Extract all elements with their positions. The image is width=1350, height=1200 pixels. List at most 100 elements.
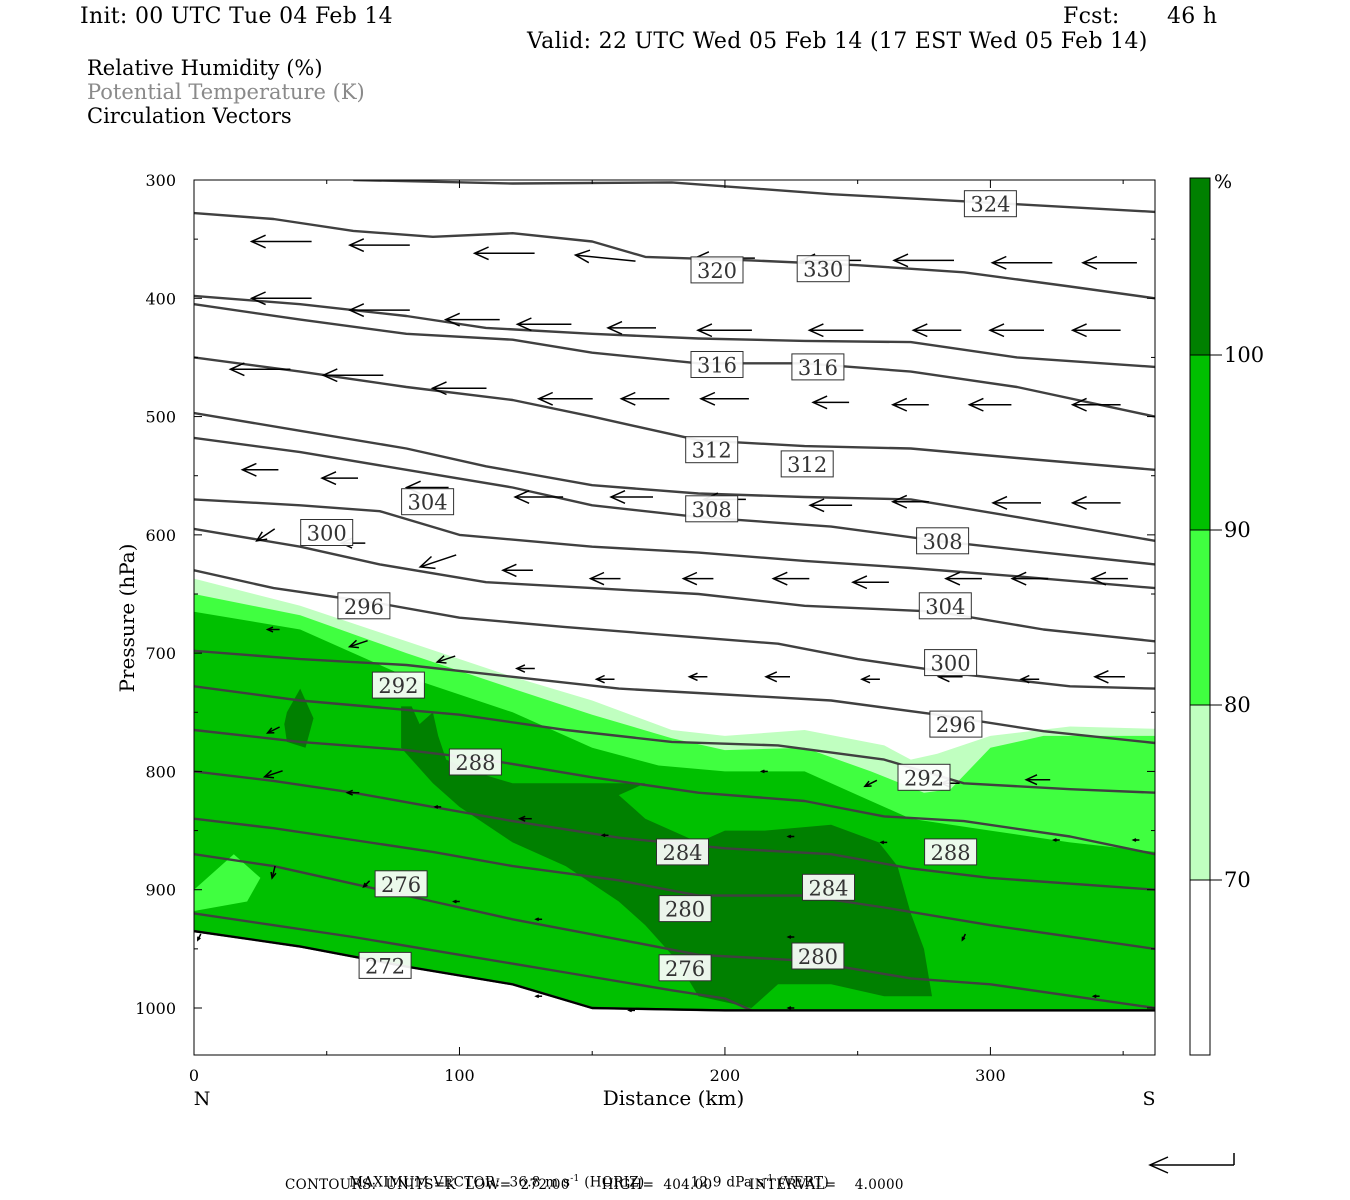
vector-head xyxy=(619,391,636,406)
contour-label: 308 xyxy=(916,527,970,555)
x-tick-label: 200 xyxy=(710,1066,741,1085)
isentrope-336 xyxy=(194,211,1155,300)
circulation-vector xyxy=(890,397,929,412)
vector-head xyxy=(262,769,275,779)
vector-head xyxy=(588,571,605,586)
contour-label-box xyxy=(780,450,834,478)
vector-shaft xyxy=(864,779,878,787)
circulation-vector xyxy=(967,397,1012,412)
isentrope-328 xyxy=(194,303,1155,418)
circulation-vector xyxy=(764,671,790,683)
legend-potential-temperature: Potential Temperature (K) xyxy=(87,80,365,104)
contour-label-box xyxy=(685,436,739,464)
vector-head xyxy=(534,917,540,922)
colorbar-segment xyxy=(1189,529,1211,706)
vector-head xyxy=(347,303,365,318)
circulation-vector xyxy=(265,726,280,734)
vector-head xyxy=(430,381,447,396)
vector-shaft xyxy=(256,528,276,542)
vector-head xyxy=(594,674,605,684)
contour-labels: 324 320 330 316 316 312 312 304 308 300 308 304 296 3… xyxy=(300,190,1017,982)
vert-tag: (VERT) xyxy=(778,1174,830,1191)
vector-head xyxy=(1070,397,1087,412)
circulation-vector xyxy=(588,571,621,586)
contour-label-box xyxy=(929,710,983,738)
vector-shaft xyxy=(271,865,276,879)
vector-head xyxy=(699,391,716,406)
contour-label-box xyxy=(791,942,845,970)
vector-head xyxy=(1070,495,1087,510)
contour-label: 296 xyxy=(337,592,391,620)
circulation-vector xyxy=(851,575,889,590)
isentrope-296 xyxy=(194,685,1155,794)
max-vector-vert: 12.9 dPa s xyxy=(690,1174,765,1191)
x-tick-label: 100 xyxy=(444,1066,475,1085)
circulation-vector xyxy=(430,381,487,396)
circulation-vector xyxy=(262,769,283,779)
circulation-vector xyxy=(786,1006,795,1010)
contour-label-box xyxy=(916,527,970,555)
vector-head xyxy=(347,238,365,253)
circulation-vector xyxy=(240,462,279,477)
vector-head xyxy=(1091,994,1097,999)
vector-head xyxy=(472,246,489,261)
vector-head xyxy=(418,555,436,570)
circulation-vector xyxy=(681,571,714,586)
contour-label-text: 304 xyxy=(408,491,448,515)
vector-head xyxy=(249,234,266,249)
circulation-vector xyxy=(988,323,1044,338)
contour-label-box xyxy=(924,649,978,677)
contour-label-box xyxy=(300,519,354,546)
circulation-vector xyxy=(435,655,456,664)
legend-relative-humidity: Relative Humidity (%) xyxy=(87,56,323,80)
contour-label-text: 276 xyxy=(381,873,421,897)
vector-head xyxy=(990,255,1007,270)
vector-head xyxy=(890,397,908,412)
circulation-vectors xyxy=(197,234,1140,1013)
ground-line xyxy=(193,930,1155,1012)
contour-label-box xyxy=(690,256,744,284)
vector-head xyxy=(347,639,359,649)
contour-label-box xyxy=(791,353,845,381)
circulation-vector xyxy=(687,672,708,682)
contour-label-text: 280 xyxy=(798,945,838,969)
contour-label: 292 xyxy=(897,763,951,791)
circulation-vector xyxy=(879,840,888,845)
vector-head xyxy=(443,312,461,327)
contour-label-box xyxy=(924,838,978,866)
circulation-vector xyxy=(696,323,752,338)
contour-label-box xyxy=(685,495,739,523)
isentrope-308 xyxy=(194,527,1155,643)
y-tick-label: 600 xyxy=(145,526,176,545)
circulation-vector xyxy=(472,246,535,261)
vector-head xyxy=(1051,838,1057,842)
y-axis-title: Pressure (hPa) xyxy=(115,544,139,693)
colorbar-unit: % xyxy=(1214,171,1232,193)
vector-head xyxy=(514,664,526,673)
contour-label: 280 xyxy=(791,942,845,970)
vector-head xyxy=(1024,774,1038,786)
vector-head xyxy=(265,626,274,633)
circulation-vector xyxy=(1010,571,1049,586)
isentrope-276 xyxy=(194,912,752,1012)
colorbar: 70 80 90 100% xyxy=(1189,171,1264,1056)
vector-head xyxy=(534,994,540,999)
vector-head xyxy=(600,833,606,838)
x-axis-title: Distance (km) xyxy=(603,1086,745,1110)
vector-head xyxy=(786,1006,792,1010)
circulation-vector xyxy=(573,249,636,264)
contours-info: CONTOURS: UNITS=K LOW= 272.00 HIGH= 404.… xyxy=(285,1177,904,1193)
circulation-vector xyxy=(265,626,280,633)
vector-shaft xyxy=(436,655,456,663)
circulation-vector xyxy=(197,933,202,942)
vector-head xyxy=(606,320,623,335)
circulation-vector xyxy=(811,395,850,410)
circulation-vector xyxy=(249,234,312,249)
vector-head xyxy=(1070,323,1087,338)
rh-patch-90 xyxy=(194,854,261,911)
circulation-vector xyxy=(786,834,795,839)
contour-label-text: 320 xyxy=(697,259,737,283)
circulation-vector xyxy=(321,368,384,383)
axes: 300 400 500 600 700 800 900 1000 0 100 200 300 N S Dis… xyxy=(115,171,1156,1110)
